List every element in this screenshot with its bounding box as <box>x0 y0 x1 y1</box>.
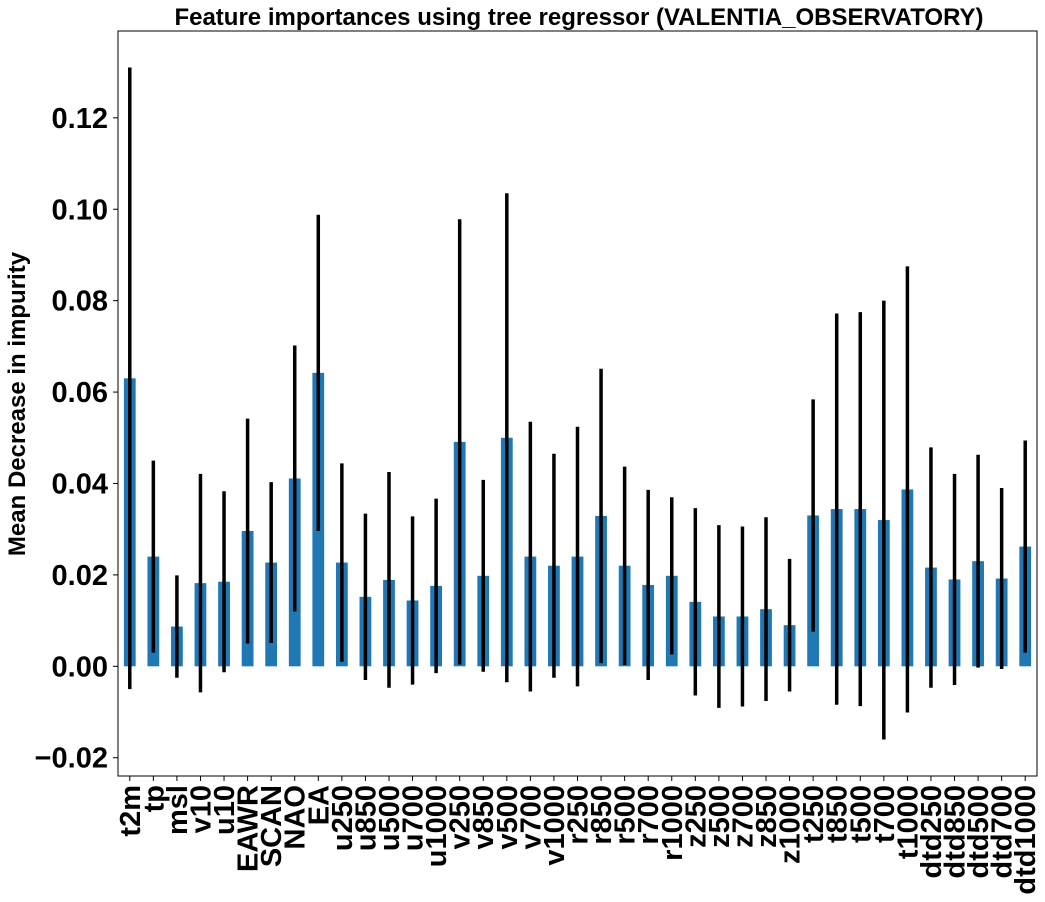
x-tick-label: v700 <box>515 785 547 850</box>
x-tick-label: v1000 <box>539 785 571 866</box>
y-tick-label: 0.10 <box>52 194 108 226</box>
x-tick-label: EAWR <box>233 785 265 872</box>
x-tick-label: dtd1000 <box>1010 785 1042 895</box>
y-tick-label: 0.02 <box>52 560 108 592</box>
x-tick-label: u10 <box>209 785 241 835</box>
x-tick-label: r1000 <box>657 785 689 861</box>
x-tick-label: z700 <box>727 785 759 848</box>
x-tick-label: msl <box>162 785 194 835</box>
y-tick-label: −0.02 <box>35 743 108 775</box>
y-tick-label: 0.08 <box>52 286 108 318</box>
y-tick-label: 0.12 <box>52 103 108 135</box>
y-tick-label: 0.04 <box>52 468 108 500</box>
error-bars-layer <box>128 67 1027 740</box>
x-tick-label: u500 <box>374 785 406 851</box>
x-tick-label: t1000 <box>892 785 924 859</box>
x-tick-label: dtd700 <box>987 785 1019 878</box>
x-tick-label: dtd250 <box>916 785 948 878</box>
x-tick-label: EA <box>303 785 335 825</box>
x-tick-label: r850 <box>586 785 618 845</box>
x-tick-label: r500 <box>610 785 642 845</box>
x-tick-label: NAO <box>280 785 312 849</box>
x-tick-label: tp <box>138 785 170 812</box>
y-axis-label: Mean Decrease in impurity <box>4 251 31 556</box>
x-tick-label: r700 <box>633 785 665 845</box>
x-tick-label: z250 <box>680 785 712 848</box>
x-tick-label: dtd500 <box>963 785 995 878</box>
x-tick-label: z1000 <box>775 785 807 864</box>
x-tick-label: u1000 <box>421 785 453 867</box>
x-tick-label: t700 <box>869 785 901 843</box>
x-axis: t2mtpmslv10u10EAWRSCANNAOEAu250u850u500u… <box>115 776 1042 895</box>
y-tick-label: 0.00 <box>52 651 108 683</box>
x-tick-label: dtd850 <box>940 785 972 878</box>
x-tick-label: z850 <box>751 785 783 848</box>
x-tick-label: t250 <box>798 785 830 843</box>
x-tick-label: t2m <box>115 785 147 837</box>
y-tick-label: 0.06 <box>52 377 108 409</box>
x-tick-label: v250 <box>445 785 477 850</box>
x-tick-label: SCAN <box>256 785 288 867</box>
x-tick-label: v500 <box>492 785 524 850</box>
x-tick-label: r250 <box>563 785 595 845</box>
y-axis: −0.02 0.00 0.02 0.04 0.06 0.08 0.10 0.12 <box>35 103 118 775</box>
x-tick-label: t500 <box>845 785 877 843</box>
chart-title: Feature importances using tree regressor… <box>174 4 983 31</box>
x-tick-label: u250 <box>327 785 359 851</box>
x-tick-label: z500 <box>704 785 736 848</box>
x-tick-label: u700 <box>398 785 430 851</box>
x-tick-label: v10 <box>185 785 217 833</box>
x-tick-label: v850 <box>468 785 500 850</box>
x-tick-label: t850 <box>822 785 854 843</box>
x-tick-label: u850 <box>350 785 382 851</box>
